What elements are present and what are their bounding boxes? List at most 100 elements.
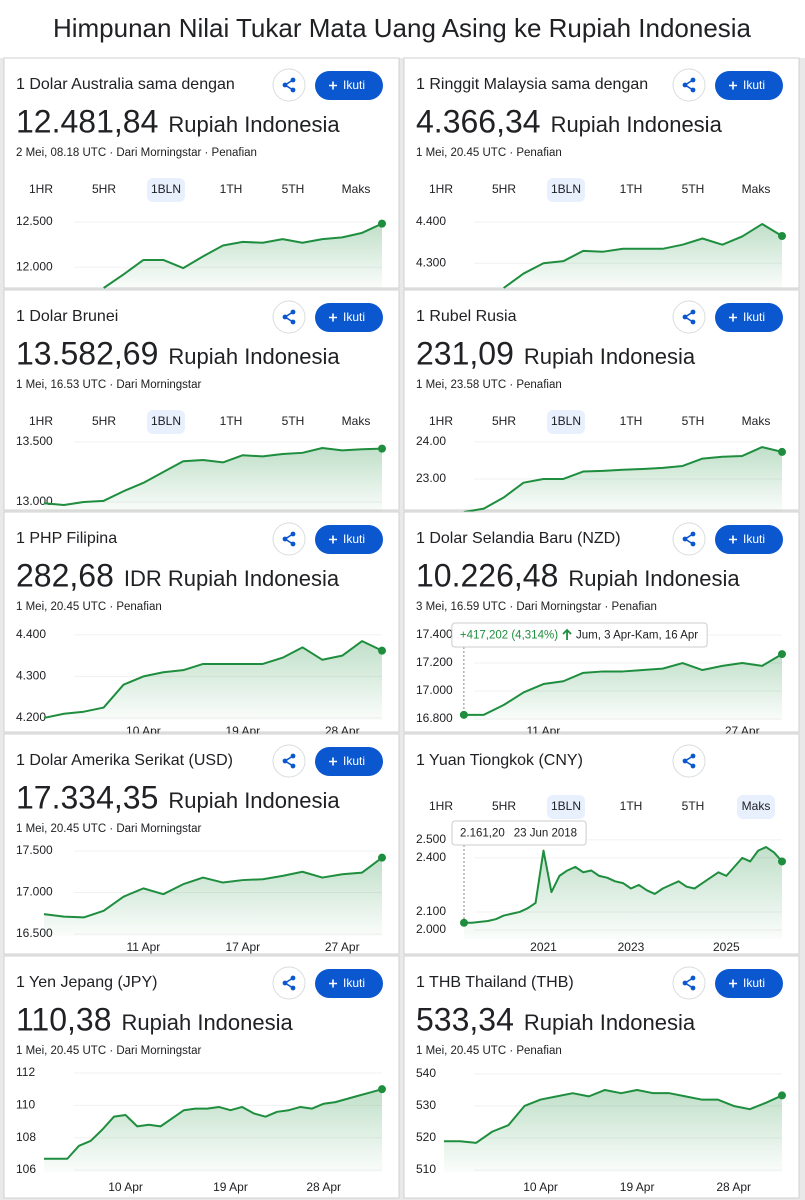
share-button[interactable]	[272, 744, 306, 778]
range-tab[interactable]: Maks	[342, 182, 371, 196]
range-tab[interactable]: 5TH	[282, 182, 305, 196]
follow-bg	[715, 969, 783, 998]
card: 1 Yen Jepang (JPY) Ikuti 110,38 Rupiah Indo…	[3, 955, 400, 1199]
range-tab[interactable]: 1HR	[29, 414, 53, 428]
range-tab[interactable]: Maks	[742, 182, 771, 196]
plus-icon	[329, 979, 337, 988]
y-tick-label: 4.300	[16, 669, 46, 683]
range-tab[interactable]: 1TH	[620, 799, 643, 813]
plus-icon	[329, 81, 337, 90]
y-tick-label: 13.500	[16, 434, 53, 448]
tooltip-text: Jum, 3 Apr-Kam, 16 Apr	[576, 630, 698, 642]
rate-value: 282,68	[16, 557, 114, 593]
x-tick-label: 28 Apr	[716, 1180, 751, 1194]
end-dot	[378, 646, 386, 655]
y-tick-label: 12.500	[16, 214, 53, 228]
y-tick-label: 16.500	[16, 926, 53, 940]
range-tab[interactable]: 5HR	[92, 182, 116, 196]
range-tab[interactable]: 1HR	[29, 182, 53, 196]
x-tick-label: 2023	[618, 940, 645, 954]
area	[44, 641, 382, 720]
y-tick-label: 12.000	[16, 259, 53, 273]
share-button[interactable]	[672, 300, 706, 334]
end-dot	[378, 853, 386, 862]
range-tab[interactable]: 1BLN	[551, 414, 581, 428]
follow-bg	[315, 969, 383, 998]
follow-button[interactable]: Ikuti	[315, 303, 383, 332]
range-tab[interactable]: 1TH	[620, 182, 643, 196]
follow-button[interactable]: Ikuti	[715, 525, 783, 554]
share-dot	[290, 975, 296, 981]
range-tab[interactable]: 5HR	[492, 182, 516, 196]
range-tab[interactable]: 1HR	[429, 182, 453, 196]
share-button[interactable]	[672, 68, 706, 102]
follow-button[interactable]: Ikuti	[715, 969, 783, 998]
range-tab[interactable]: 5HR	[492, 799, 516, 813]
line	[463, 653, 783, 716]
follow-button[interactable]: Ikuti	[715, 71, 783, 100]
range-tab[interactable]: Maks	[342, 414, 371, 428]
y-tick-label: 110	[16, 1098, 35, 1112]
range-tab[interactable]: 1HR	[429, 799, 453, 813]
rate-meta: 1 Mei, 23.58 UTC · Penafian	[416, 379, 562, 391]
share-dot	[282, 758, 288, 764]
share-button[interactable]	[672, 522, 706, 556]
y-tick-label: 17.000	[16, 885, 53, 899]
x-tick-label: 19 Apr	[620, 1180, 655, 1194]
y-tick-label: 2.500	[416, 832, 446, 846]
range-tab[interactable]: 1BLN	[551, 182, 581, 196]
range-tab[interactable]: 1TH	[220, 414, 243, 428]
follow-button[interactable]: Ikuti	[315, 969, 383, 998]
follow-button[interactable]: Ikuti	[315, 71, 383, 100]
share-button[interactable]	[272, 68, 306, 102]
plus-icon	[729, 979, 737, 988]
share-dot	[690, 985, 696, 991]
rate-unit: Rupiah Indonesia	[122, 1010, 294, 1035]
share-button[interactable]	[672, 744, 706, 778]
range-tab[interactable]: 1HR	[429, 414, 453, 428]
share-circle	[272, 300, 306, 334]
share-button[interactable]	[272, 300, 306, 334]
y-tick-label: 520	[416, 1130, 436, 1144]
follow-button[interactable]: Ikuti	[315, 525, 383, 554]
y-tick-label: 4.300	[416, 255, 446, 269]
y-tick-label: 23.00	[416, 471, 446, 485]
up-arrow	[562, 628, 572, 640]
y-tick-label: 2.400	[416, 850, 446, 864]
share-circle	[272, 744, 306, 778]
range-tab[interactable]: 1TH	[220, 182, 243, 196]
share-dot	[290, 309, 296, 315]
rate-meta: 1 Mei, 20.45 UTC · Penafian	[416, 1045, 562, 1057]
y-tick-label: 17.400	[416, 627, 453, 641]
range-tab[interactable]: Maks	[742, 799, 771, 813]
range-tab[interactable]: 5TH	[282, 414, 305, 428]
card-label: 1 Dolar Brunei	[16, 308, 118, 325]
range-tab[interactable]: 1BLN	[551, 799, 581, 813]
share-button[interactable]	[672, 966, 706, 1000]
follow-bg	[715, 303, 783, 332]
range-tab[interactable]: 5HR	[92, 414, 116, 428]
follow-button[interactable]: Ikuti	[715, 303, 783, 332]
tooltip-text: 23 Jun 2018	[514, 828, 577, 840]
header-bg	[0, 0, 805, 58]
follow-button[interactable]: Ikuti	[315, 747, 383, 776]
y-tick-label: 108	[16, 1130, 36, 1144]
range-tab[interactable]: 1TH	[620, 414, 643, 428]
range-tab[interactable]: 1BLN	[151, 414, 181, 428]
line	[43, 447, 383, 507]
share-dot	[290, 319, 296, 325]
rate-meta: 1 Mei, 20.45 UTC · Penafian	[416, 147, 562, 159]
range-tab[interactable]: 5HR	[492, 414, 516, 428]
range-tab[interactable]: 5TH	[682, 414, 705, 428]
range-tab[interactable]: 5TH	[682, 182, 705, 196]
share-button[interactable]	[272, 522, 306, 556]
range-tab[interactable]: 5TH	[682, 799, 705, 813]
range-tab[interactable]: Maks	[742, 414, 771, 428]
share-circle	[272, 522, 306, 556]
share-button[interactable]	[272, 966, 306, 1000]
x-tick-label: 10 Apr	[523, 1180, 558, 1194]
y-tick-label: 17.200	[416, 655, 453, 669]
x-tick-label: 28 Apr	[306, 1180, 341, 1194]
tab-active-bg	[147, 410, 185, 434]
range-tab[interactable]: 1BLN	[151, 182, 181, 196]
